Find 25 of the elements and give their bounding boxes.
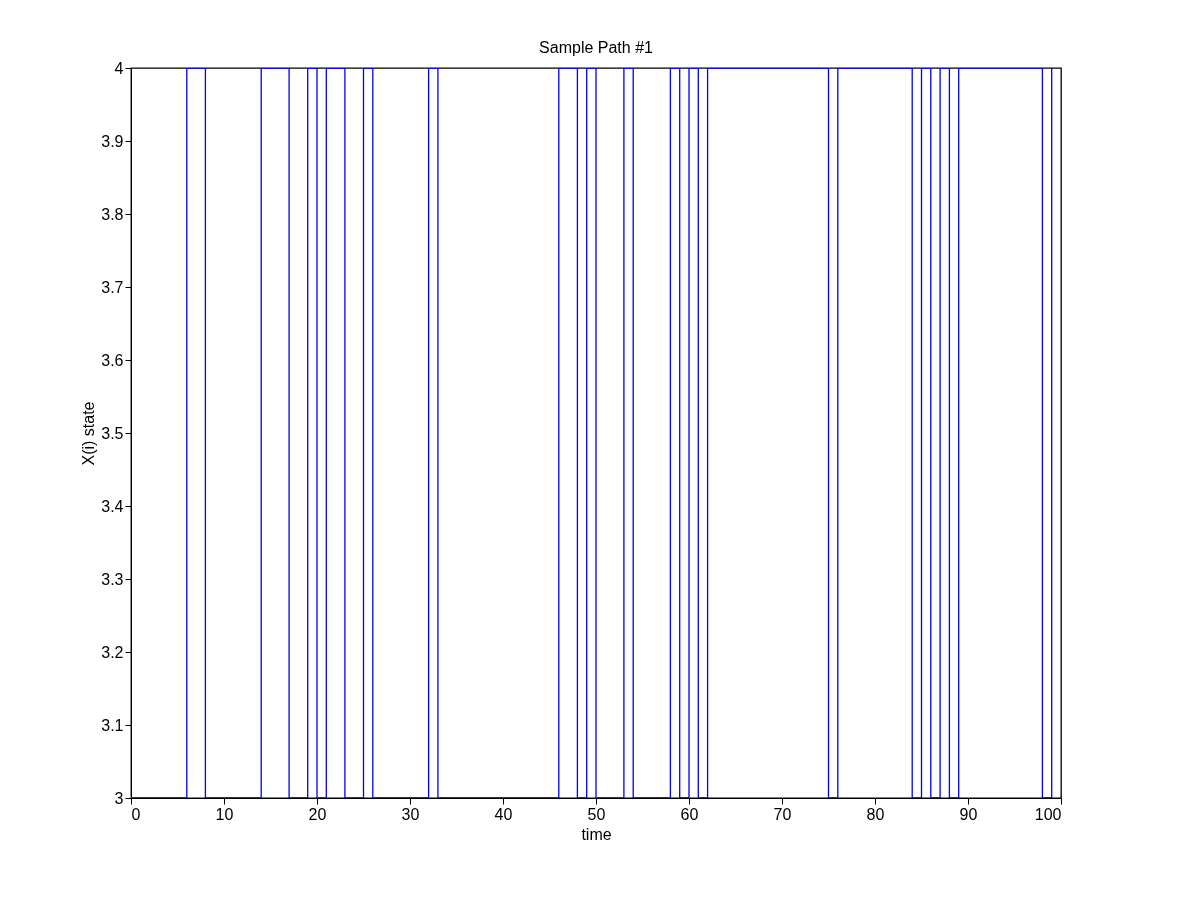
x-tick-label: 60 [680,805,699,823]
x-tick-label: 70 [773,805,792,823]
chart-title: Sample Path #1 [539,39,654,56]
y-tick-label: 3.1 [101,716,124,734]
y-tick-label: 3.7 [101,278,124,296]
x-tick-label: 20 [308,805,327,823]
y-tick-label: 3.8 [101,205,124,223]
y-tick-label: 3 [114,789,124,807]
y-tick-label: 3.9 [101,132,124,150]
y-tick-label: 3.3 [101,570,124,588]
x-tick-label: 0 [131,805,141,823]
y-axis-title: X(i) state [80,401,98,466]
x-axis-title: time [581,825,612,843]
x-tick-label: 50 [587,805,606,823]
x-tick-label: 90 [959,805,978,823]
x-tick-label: 40 [494,805,513,823]
x-tick-label: 100 [1034,805,1062,823]
y-tick-label: 3.4 [101,497,124,515]
x-tick-label: 30 [401,805,420,823]
y-tick-label: 3.5 [101,424,124,442]
y-tick-label: 3.6 [101,351,124,369]
x-tick-label: 80 [866,805,885,823]
y-tick-label: 3.2 [101,643,124,661]
x-tick-label: 10 [215,805,234,823]
y-tick-label: 4 [114,59,124,77]
